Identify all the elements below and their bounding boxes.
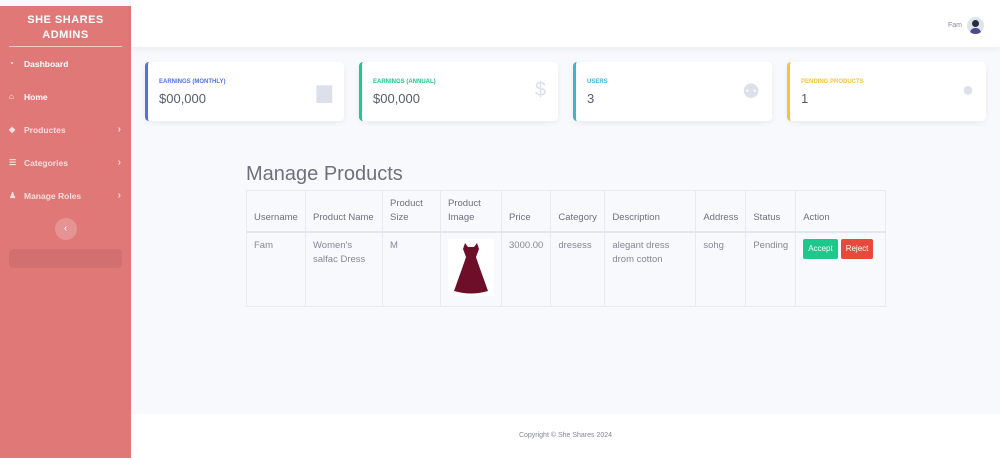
- col-header: Address: [695, 190, 747, 233]
- col-header: Username: [246, 190, 306, 233]
- sidebar-toggle-button[interactable]: ‹: [54, 218, 77, 240]
- sidebar-item-categories[interactable]: ☰ Categories ›: [9, 157, 121, 168]
- sidebar: SHE SHARES ADMINS ◔ Dashboard ⌂ Home ◆ Prod…: [0, 6, 131, 458]
- col-header: Status: [745, 190, 797, 233]
- home-icon: ⌂: [9, 92, 14, 101]
- dollar-icon: $: [534, 79, 546, 101]
- chevron-left-icon: ‹: [63, 223, 68, 234]
- sidebar-item-home[interactable]: ⌂ Home: [9, 91, 48, 102]
- user-menu[interactable]: Fam: [948, 17, 984, 34]
- copyright-text: Copyright © She Shares 2024: [518, 432, 613, 439]
- tachometer-icon: ◔: [9, 59, 14, 68]
- sidebar-card: [9, 249, 122, 268]
- table-row: Fam Women's salfac Dress M 3000.00 drese…: [246, 231, 887, 307]
- sidebar-item-productes[interactable]: ◆ Productes ›: [9, 124, 121, 135]
- user-cog-icon: ♟: [9, 191, 17, 200]
- col-header: Product Image: [440, 190, 502, 233]
- sidebar-item-dashboard[interactable]: ◔ Dashboard: [9, 58, 69, 69]
- col-header: Price: [500, 190, 552, 233]
- comments-icon: ●: [961, 79, 974, 101]
- col-header: Description: [604, 190, 697, 233]
- page-title: Manage Products: [246, 163, 403, 185]
- brand-logo[interactable]: SHE SHARES ADMINS: [9, 6, 122, 47]
- card-pending-products: Pending Products 1 ●: [787, 62, 986, 121]
- col-header: Category: [550, 190, 606, 233]
- card-earnings-annual: Earnings (Annual) $00,000 $: [359, 62, 558, 121]
- card-users: Users 3 ⚉: [573, 62, 772, 121]
- sidebar-item-manage-roles[interactable]: ♟ Manage Roles ›: [9, 190, 121, 201]
- chevron-right-icon: ›: [117, 157, 121, 168]
- list-icon: ☰: [9, 158, 17, 167]
- products-table: Username Product Name Product Size Produ…: [246, 190, 887, 307]
- col-header: Action: [795, 190, 887, 233]
- users-icon: ⚉: [742, 81, 760, 103]
- accept-button[interactable]: Accept: [803, 239, 838, 259]
- topbar: Fam: [131, 0, 1000, 47]
- tag-icon: ◆: [9, 125, 16, 134]
- chevron-right-icon: ›: [117, 190, 121, 201]
- calendar-icon: ▆: [316, 81, 332, 103]
- card-earnings-monthly: Earnings (Monthly) $00,000 ▆: [145, 62, 344, 121]
- reject-button[interactable]: Reject: [840, 239, 874, 259]
- col-header: Product Size: [382, 190, 441, 233]
- avatar: [967, 17, 984, 34]
- chevron-right-icon: ›: [117, 124, 121, 135]
- product-image: [448, 239, 494, 296]
- col-header: Product Name: [305, 190, 383, 233]
- footer: Copyright © She Shares 2024: [131, 414, 1000, 458]
- username: Fam: [948, 22, 962, 29]
